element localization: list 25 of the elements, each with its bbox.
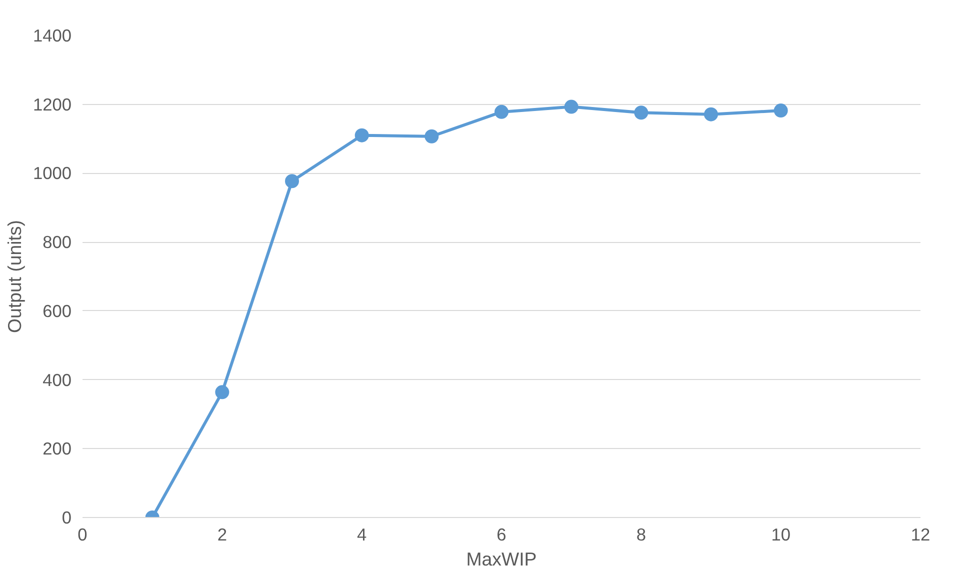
x-axis-title: MaxWIP xyxy=(466,548,537,570)
y-tick-label: 1400 xyxy=(32,26,72,46)
y-tick-label: 0 xyxy=(62,508,72,528)
point xyxy=(634,106,648,120)
x-tick-label: 12 xyxy=(910,524,930,544)
point xyxy=(564,100,578,114)
point xyxy=(774,104,788,118)
point xyxy=(424,129,439,144)
x-tick-label: 6 xyxy=(496,524,506,544)
point xyxy=(704,107,718,122)
x-tick-label: 8 xyxy=(636,524,646,544)
x-tick-label: 2 xyxy=(217,524,227,544)
y-tick-label: 800 xyxy=(42,232,72,252)
point xyxy=(285,174,299,188)
y-tick-label: 400 xyxy=(42,370,72,390)
x-tick-label: 4 xyxy=(357,524,368,544)
x-tick-label: 10 xyxy=(771,524,790,544)
point xyxy=(354,128,369,142)
point xyxy=(494,104,508,119)
y-tick-label: 600 xyxy=(42,300,72,321)
y-axis-title: Output (units) xyxy=(4,220,25,334)
y-tick-label: 1000 xyxy=(32,163,72,184)
x-tick-label: 0 xyxy=(78,524,88,544)
y-tick-label: 200 xyxy=(42,438,72,459)
y-tick-label: 1200 xyxy=(32,94,72,114)
